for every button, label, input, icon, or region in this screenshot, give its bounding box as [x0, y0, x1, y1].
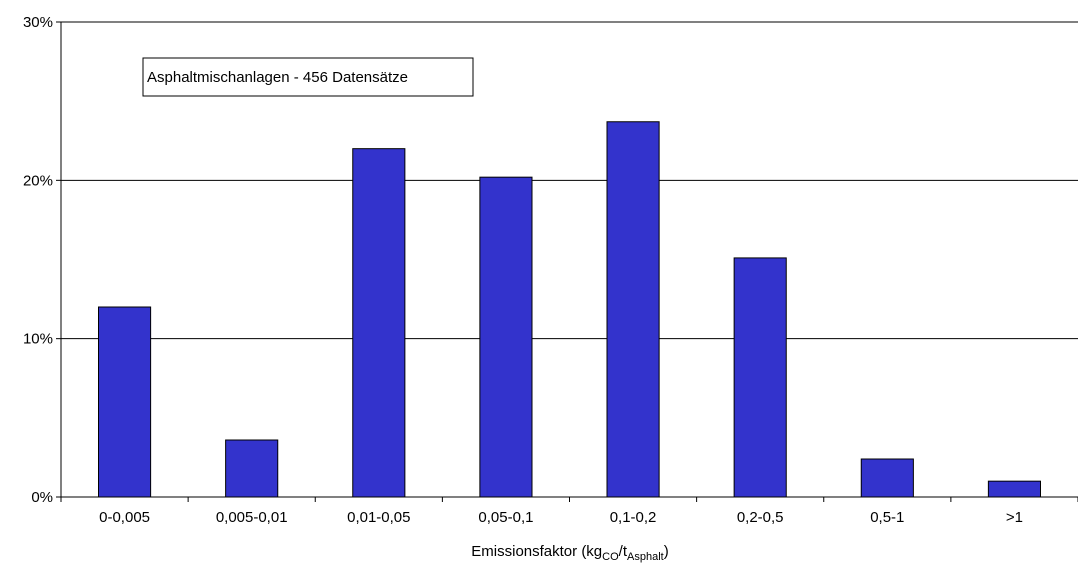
- x-tick-label: 0-0,005: [99, 509, 150, 526]
- bar: [225, 439, 279, 498]
- bar: [733, 257, 787, 498]
- bars: [98, 121, 1041, 498]
- bar: [479, 176, 533, 498]
- x-tick-label: 0,01-0,05: [347, 509, 410, 526]
- y-tick-label: 10%: [23, 331, 53, 348]
- x-tick-label: 0,5-1: [870, 509, 904, 526]
- x-tick-label: >1: [1006, 509, 1023, 526]
- annotation-text: Asphaltmischanlagen - 456 Datensätze: [147, 69, 408, 86]
- bar: [987, 480, 1041, 498]
- bar: [352, 148, 406, 498]
- x-tick-label: 0,005-0,01: [216, 509, 288, 526]
- x-axis-label: Emissionsfaktor (kgCO/tAsphalt): [471, 543, 668, 563]
- x-tick-labels: 0-0,005 0,005-0,01 0,01-0,05 0,05-0,1 0,1-0,…: [99, 509, 1023, 526]
- x-tick-label: 0,05-0,1: [478, 509, 533, 526]
- bar: [860, 458, 914, 498]
- bar: [98, 306, 152, 498]
- y-tick-label: 30%: [23, 14, 53, 31]
- grid-lines: [61, 21, 1078, 340]
- y-tick-label: 20%: [23, 172, 53, 189]
- y-tick-labels: 0% 10% 20% 30%: [23, 14, 53, 506]
- axes: [56, 21, 1078, 502]
- annotation-box: Asphaltmischanlagen - 456 Datensätze: [142, 57, 474, 97]
- bar: [606, 121, 660, 498]
- x-tick-label: 0,2-0,5: [737, 509, 784, 526]
- y-tick-label: 0%: [31, 489, 53, 506]
- x-tick-label: 0,1-0,2: [610, 509, 657, 526]
